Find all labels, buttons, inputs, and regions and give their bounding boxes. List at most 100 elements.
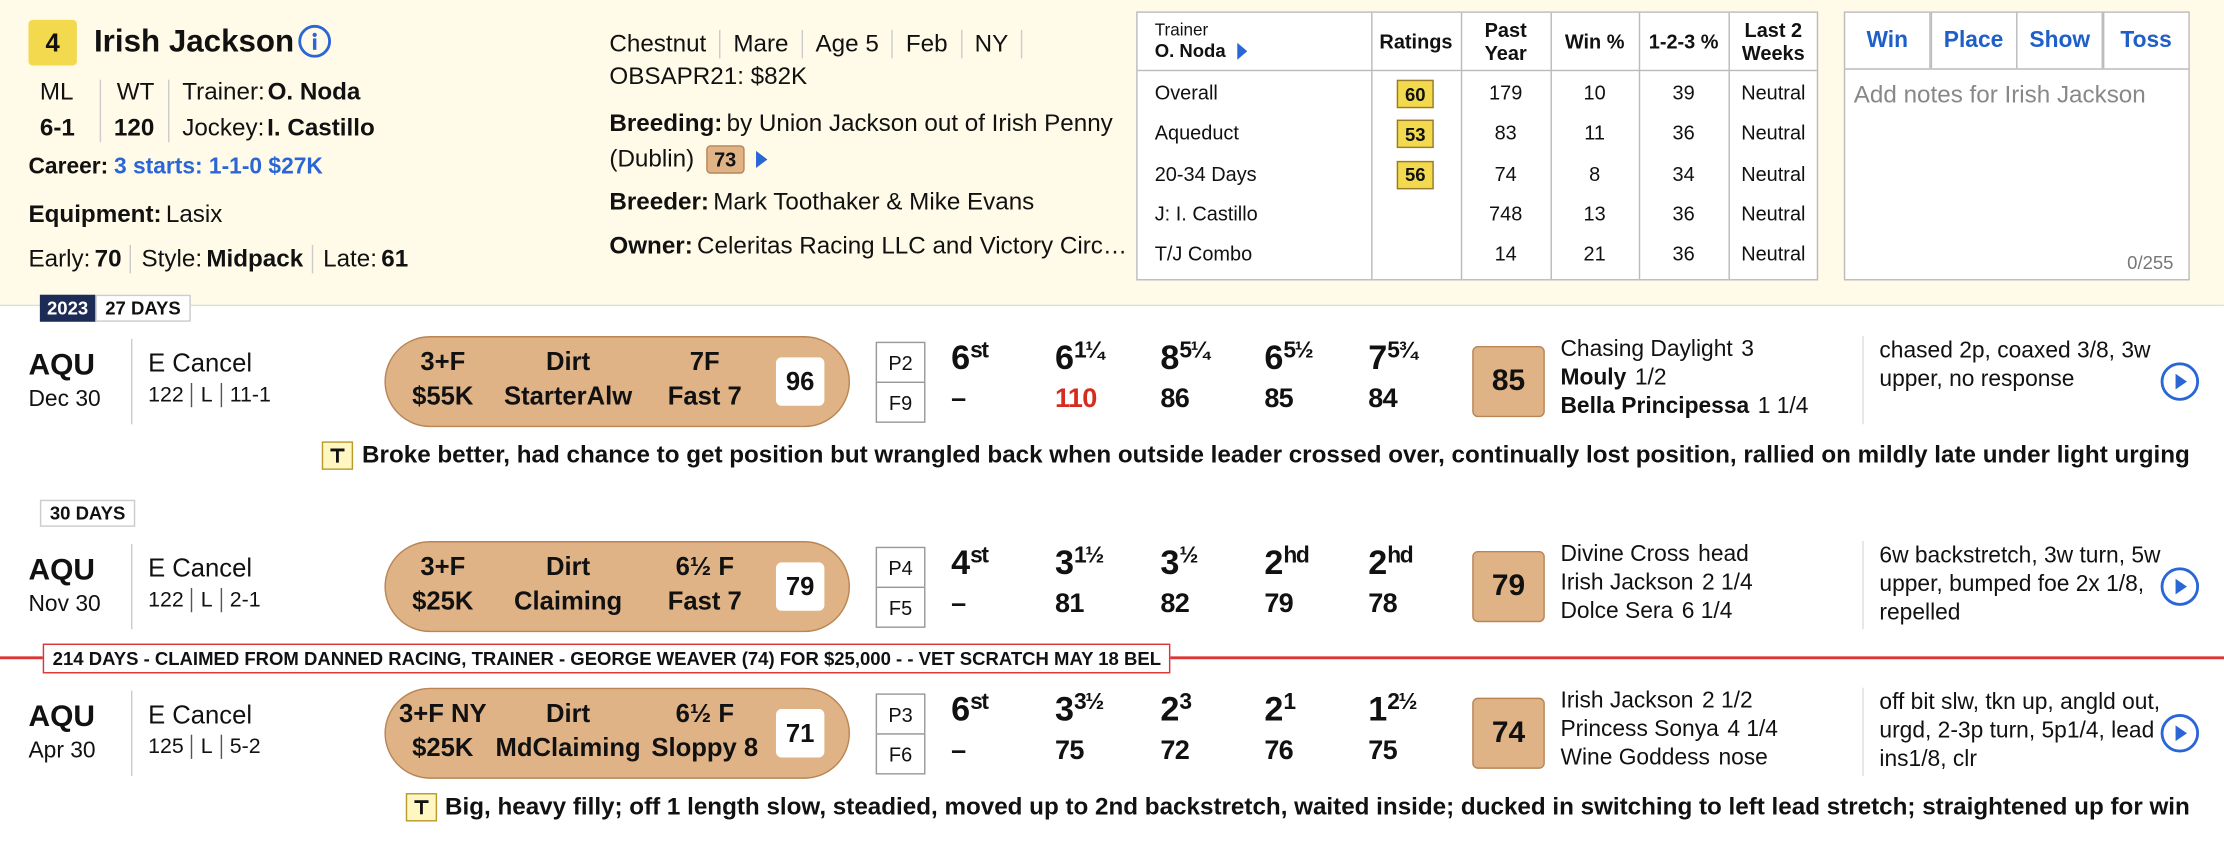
odds: 11-1 [229,383,271,408]
pill-text: StarterAlw [504,381,633,411]
call-position: 2 hd [1368,544,1413,584]
divider [1862,687,1864,776]
stat-cell: 14 [1494,242,1517,266]
notes-box[interactable]: Add notes for Irish Jackson 0/255 [1843,68,2190,281]
breeding-rating: 73 [705,145,745,174]
jockey-name: I. Castillo [267,113,375,141]
column-divider [1728,12,1730,280]
track: AQU [28,553,95,587]
column-header: Ratings [1379,29,1453,53]
call-figure: 79 [1264,589,1294,620]
career-value: 3 starts: 1-1-0 $27K [113,155,323,180]
finisher-name: Dolce Sera [1560,599,1674,624]
race-pill: 3+F NY $25K Dirt MdClaiming 6½ F Sloppy 8 71 [384,687,851,779]
pick-button[interactable]: Toss [2102,11,2190,70]
column-divider [1371,12,1373,280]
stat-cell: 748 [1489,202,1523,225]
expand-arrow [1237,42,1248,60]
lengths: 3 [1179,690,1192,715]
pick-button[interactable]: Win [1843,11,1931,70]
call-position: 6 1¼ [1055,338,1104,379]
field-box: F9 [875,381,926,423]
notes-counter: 0/255 [2127,252,2174,274]
call-figure: – [951,589,966,620]
dam-sire-row: (Dublin) 73 [609,145,768,174]
weight-row: 125 L 5-2 [148,734,261,759]
info-glyph [298,24,332,58]
finisher-margin: nose [1718,746,1768,771]
call-figure: 75 [1055,736,1084,767]
divider [130,543,133,630]
pill-text: Fast 7 [667,381,742,411]
call-figure: – [951,736,966,767]
call-figure: 81 [1055,589,1084,620]
position: 2 [1160,690,1179,729]
row-label: Overall [1154,81,1218,104]
play-glyph [2160,714,2200,753]
stat-cell: Neutral [1741,81,1806,104]
finisher-name: Mouly [1560,365,1627,391]
column-header: Last 2 Weeks [1741,18,1805,65]
race-date: Dec 30 [28,387,101,412]
pace-row: Early: 70 Style: Midpack Late: 61 [28,244,409,274]
style-value: Midpack [206,244,314,274]
replay-button[interactable] [2160,362,2200,402]
pill-text: Dirt [546,552,591,581]
replay-button[interactable] [2160,713,2200,753]
post-box: P4 [875,546,926,589]
race-date: Nov 30 [28,592,101,617]
breeder-row: Breeder: Mark Toothaker & Mike Evans [609,188,1034,216]
row-label: T/J Combo [1154,242,1253,266]
breeding-label: Breeding: [609,109,723,137]
expand-arrow[interactable] [756,150,768,169]
late-value: 61 [381,244,409,272]
finisher-name: Irish Jackson [1560,689,1694,714]
pick-button[interactable]: Place [1930,11,2017,70]
race-rating: 74 [1472,697,1545,769]
position: 6 [1055,338,1074,378]
finisher-row: Mouly 1/2 [1560,366,1666,392]
medication: L [190,383,223,408]
pick-button[interactable]: Show [2016,11,2104,70]
finisher-name: Wine Goddess [1560,746,1710,771]
row-label: 20-34 Days [1154,161,1257,185]
breeder-label: Breeder: [609,187,709,215]
finisher-row: Irish Jackson 2 1/2 [1560,689,1752,715]
finisher-margin: 2 1/4 [1701,570,1753,596]
pill-text: Dirt [546,699,591,728]
column-divider [1460,12,1463,280]
position: 3 [1055,543,1074,583]
trainer-link[interactable]: O. Noda [1155,40,1248,61]
finisher-margin: 4 1/4 [1727,717,1778,742]
note-glyph [413,800,428,815]
finisher-margin: 1 1/4 [1757,394,1809,419]
play-glyph [2160,567,2200,606]
pill-text: $25K [412,586,474,616]
replay-button[interactable] [2160,567,2200,607]
stat-cell: 10 [1583,81,1606,104]
trip-note-text: Broke better, had chance to get position… [362,441,2190,469]
stat-cell: 21 [1583,242,1606,266]
weight-row: 122 L 11-1 [148,383,271,408]
lengths: 3½ [1074,690,1104,715]
rating-badge: 56 [1396,160,1434,189]
wt-label: WT [116,78,155,106]
call-figure: 72 [1160,736,1190,767]
jockey-label: Jockey: [182,113,265,141]
finisher-row: Chasing Daylight 3 [1560,337,1753,363]
info-icon[interactable] [298,24,332,58]
pill-text: Fast 7 [667,586,742,616]
lengths: 1¼ [1074,338,1104,364]
pill-text: 6½ F [675,552,734,581]
position: 6 [1264,338,1283,378]
lengths: 5¼ [1179,338,1209,364]
divider [130,690,133,776]
position: 4 [951,543,970,583]
finisher-row: Wine Goddess nose [1560,746,1767,772]
call-position: 1 2½ [1368,690,1417,731]
race-year: 2023 [39,294,96,322]
position: 1 [1368,690,1387,729]
